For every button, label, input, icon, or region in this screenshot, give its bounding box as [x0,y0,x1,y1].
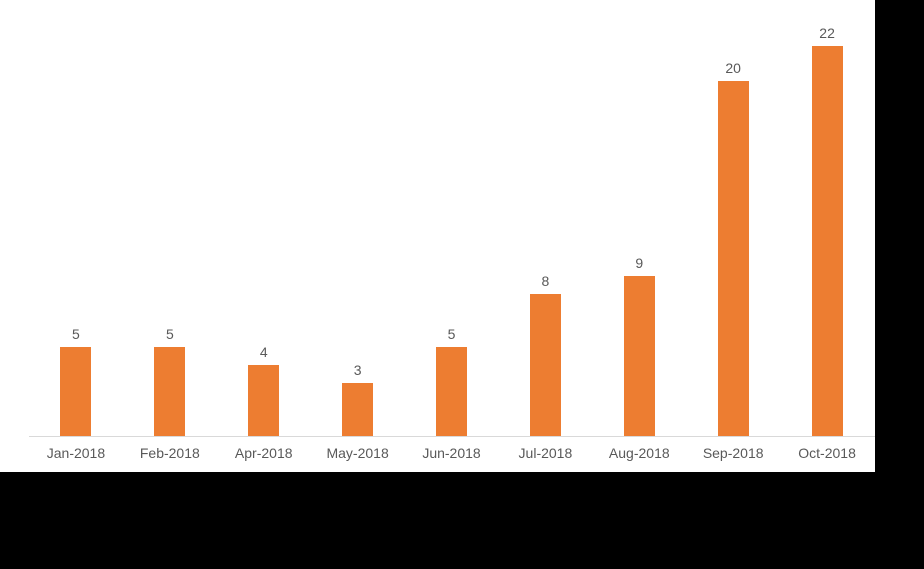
bar-chart-panel: 5 5 4 3 5 8 9 20 22 Jan-2018 Feb-2018 Apr-2018 May-… [0,0,875,472]
bar [811,46,843,436]
bar-column: 22 [780,0,874,436]
bar-column: 5 [405,0,499,436]
bar [154,347,186,436]
x-axis-tick-label: Oct-2018 [798,445,856,461]
bar-column: 5 [123,0,217,436]
bar [529,294,561,436]
bar-value-label: 8 [541,273,550,289]
x-axis-tick-label: Aug-2018 [608,445,670,461]
x-axis-tick-row: Jan-2018 Feb-2018 Apr-2018 May-2018 Jun-2018… [29,445,874,462]
x-axis-line [29,436,875,437]
x-axis-tick-label: Apr-2018 [234,445,293,461]
bar-column: 20 [686,0,780,436]
bar [342,383,374,436]
x-axis-tick-label: Jan-2018 [46,445,106,461]
x-axis-tick-label: Feb-2018 [139,445,200,461]
bar-column: 3 [311,0,405,436]
bar-column: 8 [498,0,592,436]
letterbox-bottom [0,472,924,569]
bar [248,365,280,436]
bar-column: 5 [29,0,123,436]
bar [60,347,92,436]
bar-value-label: 9 [635,255,644,271]
bar-column: 4 [217,0,311,436]
x-axis-tick-label: May-2018 [326,445,389,461]
x-axis-tick-label: Jun-2018 [422,445,481,461]
x-axis-tick-label: Sep-2018 [702,445,764,461]
bar-value-label: 20 [725,60,741,76]
bar-value-label: 22 [819,25,835,41]
bar-value-label: 5 [72,326,80,342]
bar-value-label: 5 [447,326,456,342]
x-axis-tick-label: Jul-2018 [518,445,573,461]
bar [623,276,655,436]
bar-value-label: 5 [165,326,174,342]
plot-area: 5 5 4 3 5 8 9 20 22 [29,0,874,436]
bar-value-label: 4 [259,344,268,360]
bar-value-label: 3 [353,362,362,378]
bar-column: 9 [592,0,686,436]
bar [436,347,467,436]
bar [717,81,749,436]
